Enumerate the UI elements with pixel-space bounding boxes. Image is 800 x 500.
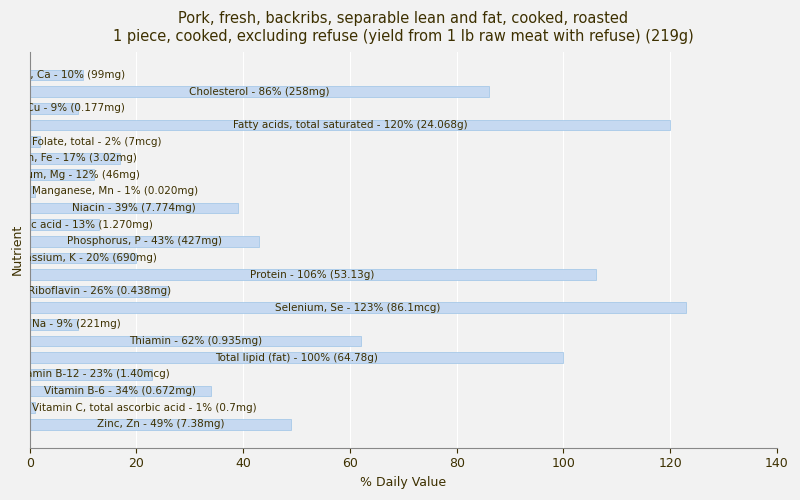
Bar	[30, 419, 291, 430]
Text: Potassium, K - 20% (690mg): Potassium, K - 20% (690mg)	[9, 253, 157, 263]
Bar	[30, 120, 670, 130]
Text: Copper, Cu - 9% (0.177mg): Copper, Cu - 9% (0.177mg)	[0, 104, 125, 114]
Bar	[30, 286, 169, 296]
Text: Total lipid (fat) - 100% (64.78g): Total lipid (fat) - 100% (64.78g)	[215, 352, 378, 362]
Bar	[30, 153, 121, 164]
Bar	[30, 269, 595, 280]
Bar	[30, 302, 686, 313]
Y-axis label: Nutrient: Nutrient	[11, 224, 24, 275]
Text: Protein - 106% (53.13g): Protein - 106% (53.13g)	[250, 270, 374, 280]
Bar	[30, 386, 211, 396]
Text: Riboflavin - 26% (0.438mg): Riboflavin - 26% (0.438mg)	[27, 286, 170, 296]
Text: Fatty acids, total saturated - 120% (24.068g): Fatty acids, total saturated - 120% (24.…	[233, 120, 467, 130]
Text: Phosphorus, P - 43% (427mg): Phosphorus, P - 43% (427mg)	[67, 236, 222, 246]
Bar	[30, 202, 238, 213]
Bar	[30, 352, 563, 363]
Text: Niacin - 39% (7.774mg): Niacin - 39% (7.774mg)	[72, 203, 196, 213]
Text: Pantothenic acid - 13% (1.270mg): Pantothenic acid - 13% (1.270mg)	[0, 220, 154, 230]
Bar	[30, 369, 153, 380]
X-axis label: % Daily Value: % Daily Value	[360, 476, 446, 489]
Bar	[30, 402, 35, 413]
Text: Thiamin - 62% (0.935mg): Thiamin - 62% (0.935mg)	[129, 336, 262, 346]
Bar	[30, 136, 40, 147]
Bar	[30, 220, 99, 230]
Text: Vitamin B-6 - 34% (0.672mg): Vitamin B-6 - 34% (0.672mg)	[45, 386, 197, 396]
Bar	[30, 70, 83, 80]
Text: Magnesium, Mg - 12% (46mg): Magnesium, Mg - 12% (46mg)	[0, 170, 140, 180]
Text: Folate, total - 2% (7mcg): Folate, total - 2% (7mcg)	[32, 136, 162, 146]
Text: Sodium, Na - 9% (221mg): Sodium, Na - 9% (221mg)	[0, 320, 121, 330]
Bar	[30, 186, 35, 197]
Text: Vitamin C, total ascorbic acid - 1% (0.7mg): Vitamin C, total ascorbic acid - 1% (0.7…	[32, 402, 257, 412]
Bar	[30, 170, 94, 180]
Bar	[30, 236, 259, 246]
Text: Iron, Fe - 17% (3.02mg): Iron, Fe - 17% (3.02mg)	[14, 153, 137, 163]
Text: Cholesterol - 86% (258mg): Cholesterol - 86% (258mg)	[189, 86, 330, 97]
Text: Zinc, Zn - 49% (7.38mg): Zinc, Zn - 49% (7.38mg)	[97, 419, 224, 429]
Text: Manganese, Mn - 1% (0.020mg): Manganese, Mn - 1% (0.020mg)	[32, 186, 198, 196]
Bar	[30, 336, 361, 346]
Bar	[30, 86, 489, 97]
Text: Vitamin B-12 - 23% (1.40mcg): Vitamin B-12 - 23% (1.40mcg)	[12, 370, 170, 380]
Text: Calcium, Ca - 10% (99mg): Calcium, Ca - 10% (99mg)	[0, 70, 125, 80]
Bar	[30, 319, 78, 330]
Bar	[30, 252, 137, 264]
Title: Pork, fresh, backribs, separable lean and fat, cooked, roasted
1 piece, cooked, : Pork, fresh, backribs, separable lean an…	[113, 11, 694, 44]
Text: Selenium, Se - 123% (86.1mcg): Selenium, Se - 123% (86.1mcg)	[275, 303, 441, 313]
Bar	[30, 103, 78, 114]
